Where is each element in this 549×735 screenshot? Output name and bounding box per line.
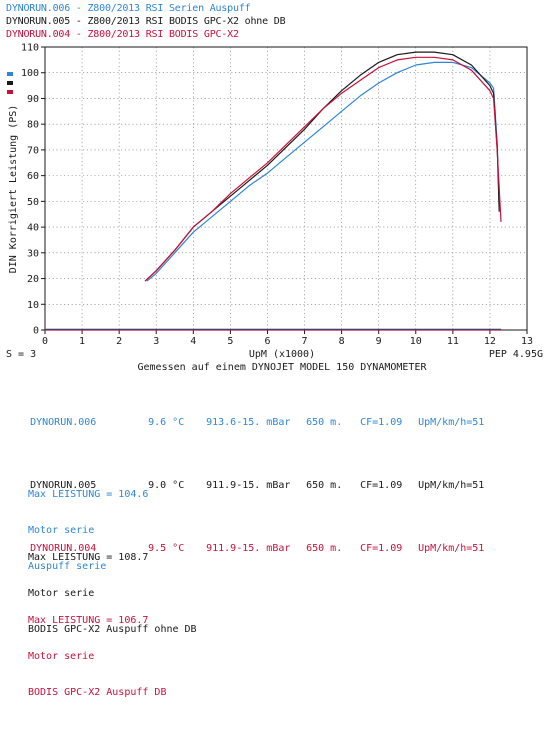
x-tick-label: 13 — [521, 336, 533, 347]
chart-grid — [45, 47, 527, 330]
y-tick-label: 110 — [21, 43, 39, 54]
x-tick-label: 10 — [410, 336, 422, 347]
run-info-line2: BODIS GPC-X2 Auspuff DB — [28, 687, 167, 698]
x-tick-label: 8 — [339, 336, 345, 347]
x-tick-label: 0 — [42, 336, 48, 347]
y-tick-label: 90 — [27, 94, 39, 105]
x-tick-label: 3 — [153, 336, 159, 347]
series-line-dynorun-006 — [146, 61, 500, 282]
y-tick-label: 40 — [27, 223, 39, 234]
legend-run-005: DYNORUN.005 - Z800/2013 RSI BODIS GPC-X2… — [6, 16, 286, 27]
legend-marker-dynorun-005 — [7, 81, 13, 85]
footer-left: S = 3 — [6, 349, 36, 360]
legend-markers — [7, 72, 13, 94]
run-info-line2: Auspuff serie — [28, 561, 107, 572]
y-tick-label: 20 — [27, 274, 39, 285]
run-info-line1: Motor serie — [28, 525, 95, 536]
chart-series — [45, 51, 502, 331]
run-cf: CF=1.09 — [360, 417, 403, 428]
y-tick-label: 10 — [27, 300, 39, 311]
x-tick-label: 7 — [302, 336, 308, 347]
dyno-chart: 0 1 2 3 4 5 6 7 8 9 10 11 12 130102030405060708090100… — [6, 43, 543, 374]
footer-right: PEP 4.95G — [489, 349, 543, 360]
run-altitude: 650 m. — [306, 417, 343, 428]
x-tick-label: 2 — [116, 336, 122, 347]
y-tick-label: 100 — [21, 68, 39, 79]
y-tick-label: 50 — [27, 197, 39, 208]
run-info-line1: Motor serie — [28, 651, 95, 662]
run-header-row: DYNORUN.004 9.5 °C 911.9-15. mBar 650 m. CF=… — [6, 531, 484, 567]
run-cf: CF=1.09 — [360, 480, 403, 491]
run-altitude: 650 m. — [306, 480, 343, 491]
x-tick-label: 6 — [264, 336, 270, 347]
chart-subtitle: Gemessen auf einem DYNOJET MODEL 150 DYN… — [138, 362, 428, 373]
x-tick-label: 5 — [227, 336, 233, 347]
legend-marker-dynorun-004 — [7, 90, 13, 94]
x-tick-label: 11 — [447, 336, 459, 347]
legend-marker-dynorun-006 — [7, 72, 13, 76]
chart-axes: 0 1 2 3 4 5 6 7 8 9 10 11 12 130102030405060708090100… — [21, 43, 533, 348]
run-name: DYNORUN.006 — [30, 417, 97, 428]
run-temp: 9.6 °C — [148, 417, 185, 428]
run-pressure: 913.6-15. mBar — [206, 417, 291, 428]
run-altitude: 650 m. — [306, 543, 343, 554]
run-block-004: DYNORUN.004 9.5 °C 911.9-15. mBar 650 m. CF=… — [6, 507, 484, 735]
run-temp: 9.0 °C — [148, 480, 185, 491]
series-line-dynorun-004 — [144, 56, 502, 282]
y-tick-label: 0 — [33, 326, 39, 337]
run-cf: CF=1.09 — [360, 543, 403, 554]
run-max-power: Max LEISTUNG = 108.7 — [28, 552, 149, 563]
x-tick-label: 12 — [484, 336, 496, 347]
run-header-row: DYNORUN.005 9.0 °C 911.9-15. mBar 650 m. CF=… — [6, 468, 484, 504]
run-pressure: 911.9-15. mBar — [206, 480, 291, 491]
series-line-dynorun-005 — [144, 51, 500, 282]
run-speed: UpM/km/h=51 — [418, 480, 485, 491]
run-name: DYNORUN.005 — [30, 480, 97, 491]
run-pressure: 911.9-15. mBar — [206, 543, 291, 554]
x-axis-label: UpM (x1000) — [249, 349, 315, 360]
legend-run-006: DYNORUN.006 - Z800/2013 RSI Serien Auspu… — [6, 3, 251, 14]
run-header-row: DYNORUN.006 9.6 °C 913.6-15. mBar 650 m. CF=… — [6, 405, 484, 441]
x-tick-label: 9 — [376, 336, 382, 347]
y-tick-label: 70 — [27, 145, 39, 156]
run-max-power: Max LEISTUNG = 104.6 — [28, 489, 149, 500]
run-name: DYNORUN.004 — [30, 543, 97, 554]
x-tick-label: 1 — [79, 336, 85, 347]
run-max-power: Max LEISTUNG = 106.7 — [28, 615, 149, 626]
y-tick-label: 60 — [27, 171, 39, 182]
run-speed: UpM/km/h=51 — [418, 417, 485, 428]
y-tick-label: 30 — [27, 248, 39, 259]
run-speed: UpM/km/h=51 — [418, 543, 485, 554]
y-axis-label: DIN Korrigiert Leistung (PS) — [8, 105, 19, 274]
y-tick-label: 80 — [27, 120, 39, 131]
run-block-006: DYNORUN.006 9.6 °C 913.6-15. mBar 650 m. CF=… — [6, 381, 484, 609]
plot-frame — [44, 46, 528, 331]
x-tick-label: 4 — [190, 336, 196, 347]
legend-run-004: DYNORUN.004 - Z800/2013 RSI BODIS GPC-X2 — [6, 29, 239, 40]
run-temp: 9.5 °C — [148, 543, 185, 554]
